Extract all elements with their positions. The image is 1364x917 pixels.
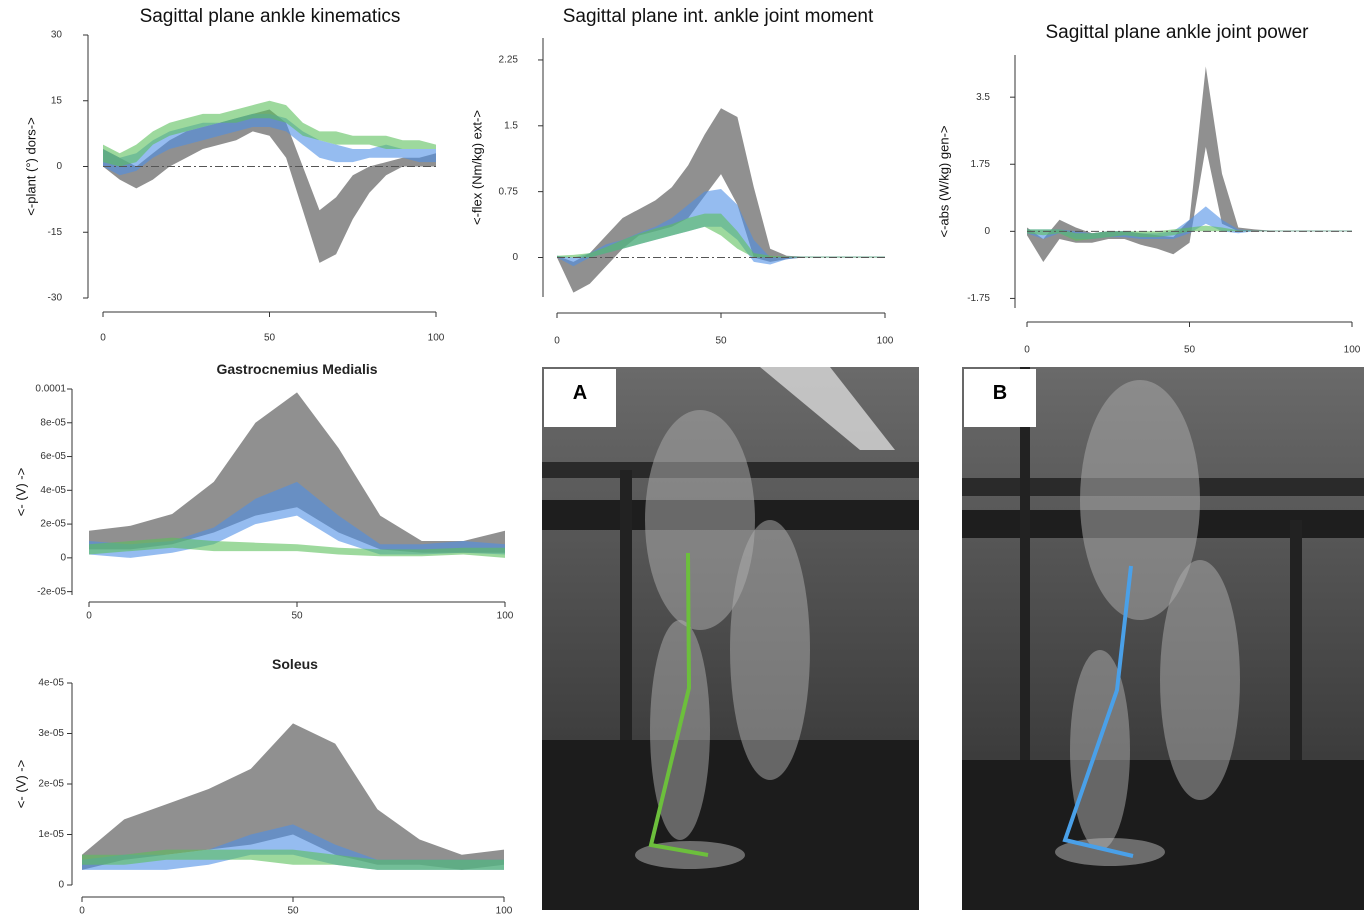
y-tick-label: 1.75 — [971, 159, 991, 170]
y-tick-label: 3e-05 — [38, 728, 64, 739]
band — [82, 849, 504, 870]
band — [1027, 225, 1352, 241]
y-tick-label: 0 — [58, 880, 64, 891]
y-tick-label: -30 — [48, 293, 63, 304]
chart-title: Gastrocnemius Medialis — [216, 361, 378, 377]
y-tick-label: 0 — [56, 161, 62, 172]
y-tick-label: 0 — [512, 252, 518, 263]
band — [103, 100, 436, 167]
x-tick-label: 50 — [715, 336, 727, 347]
x-tick-label: 100 — [496, 906, 513, 917]
chart-title: Sagittal plane ankle kinematics — [139, 6, 401, 27]
y-axis-label: <- (V) -> — [13, 760, 28, 808]
y-tick-label: 2.25 — [499, 55, 519, 66]
y-tick-label: 0 — [984, 226, 990, 237]
y-tick-label: -1.75 — [967, 293, 990, 304]
y-tick-label: 2e-05 — [38, 779, 64, 790]
y-tick-label: 3.5 — [976, 92, 990, 103]
band — [103, 109, 436, 263]
band — [557, 213, 885, 258]
chart: 4e-05 3e-05 2e-05 1e-05 0 0 50 100 <- (V) -> — [13, 678, 512, 917]
x-tick-label: 50 — [287, 906, 299, 917]
y-tick-label: 4e-05 — [40, 485, 66, 496]
y-tick-label: 0.0001 — [35, 384, 66, 395]
chart-title: Sagittal plane ankle joint power — [1045, 22, 1309, 43]
panel-label: A — [544, 369, 616, 427]
x-tick-label: 0 — [100, 333, 106, 344]
y-tick-label: 15 — [51, 95, 63, 106]
y-tick-label: -15 — [48, 227, 63, 238]
x-tick-label: 0 — [554, 336, 560, 347]
chart: 0.0001 8e-05 6e-05 4e-05 2e-05 0 -2e-05 0 50 100 <… — [13, 384, 513, 622]
y-tick-label: 4e-05 — [38, 678, 64, 689]
band — [557, 108, 885, 293]
x-tick-label: 100 — [1344, 345, 1361, 356]
y-axis-label: <-flex (Nm/kg) ext-> — [469, 110, 484, 225]
y-tick-label: 0.75 — [499, 186, 519, 197]
band — [89, 392, 505, 553]
x-tick-label: 100 — [428, 333, 445, 344]
x-tick-label: 0 — [1024, 345, 1030, 356]
photo-b — [962, 367, 1364, 910]
x-tick-label: 0 — [86, 611, 92, 622]
y-tick-label: -2e-05 — [37, 586, 66, 597]
y-axis-label: <-abs (W/kg) gen-> — [936, 126, 951, 238]
band — [89, 537, 505, 558]
x-tick-label: 50 — [1184, 345, 1196, 356]
chart: 2.25 1.5 0.75 0 0 50 100 <-flex (Nm/kg) ext-> — [469, 38, 894, 347]
chart-title: Sagittal plane int. ankle joint moment — [562, 6, 874, 27]
y-tick-label: 0 — [60, 552, 66, 563]
y-tick-label: 2e-05 — [40, 519, 66, 530]
y-tick-label: 6e-05 — [40, 451, 66, 462]
y-tick-label: 30 — [51, 30, 63, 41]
y-tick-label: 8e-05 — [40, 417, 66, 428]
y-axis-label: <- (V) -> — [13, 468, 28, 516]
x-tick-label: 0 — [79, 906, 85, 917]
x-tick-label: 50 — [264, 333, 276, 344]
y-tick-label: 1.5 — [504, 120, 518, 131]
y-axis-label: <-plant (°) dors-> — [23, 117, 38, 215]
x-tick-label: 100 — [497, 611, 514, 622]
chart-title: Soleus — [272, 656, 318, 672]
y-tick-label: 1e-05 — [38, 829, 64, 840]
chart: 30 15 0 -15 -30 0 50 100 <-plant (°) dors-> — [23, 30, 444, 344]
chart: 3.5 1.75 0 -1.75 0 50 100 <-abs (W/kg) gen-> — [936, 55, 1361, 356]
photo-a — [542, 367, 919, 910]
panel-label: B — [964, 369, 1036, 427]
band — [89, 481, 505, 558]
band — [557, 189, 885, 267]
x-tick-label: 100 — [877, 336, 894, 347]
x-tick-label: 50 — [291, 611, 303, 622]
band — [82, 723, 504, 870]
